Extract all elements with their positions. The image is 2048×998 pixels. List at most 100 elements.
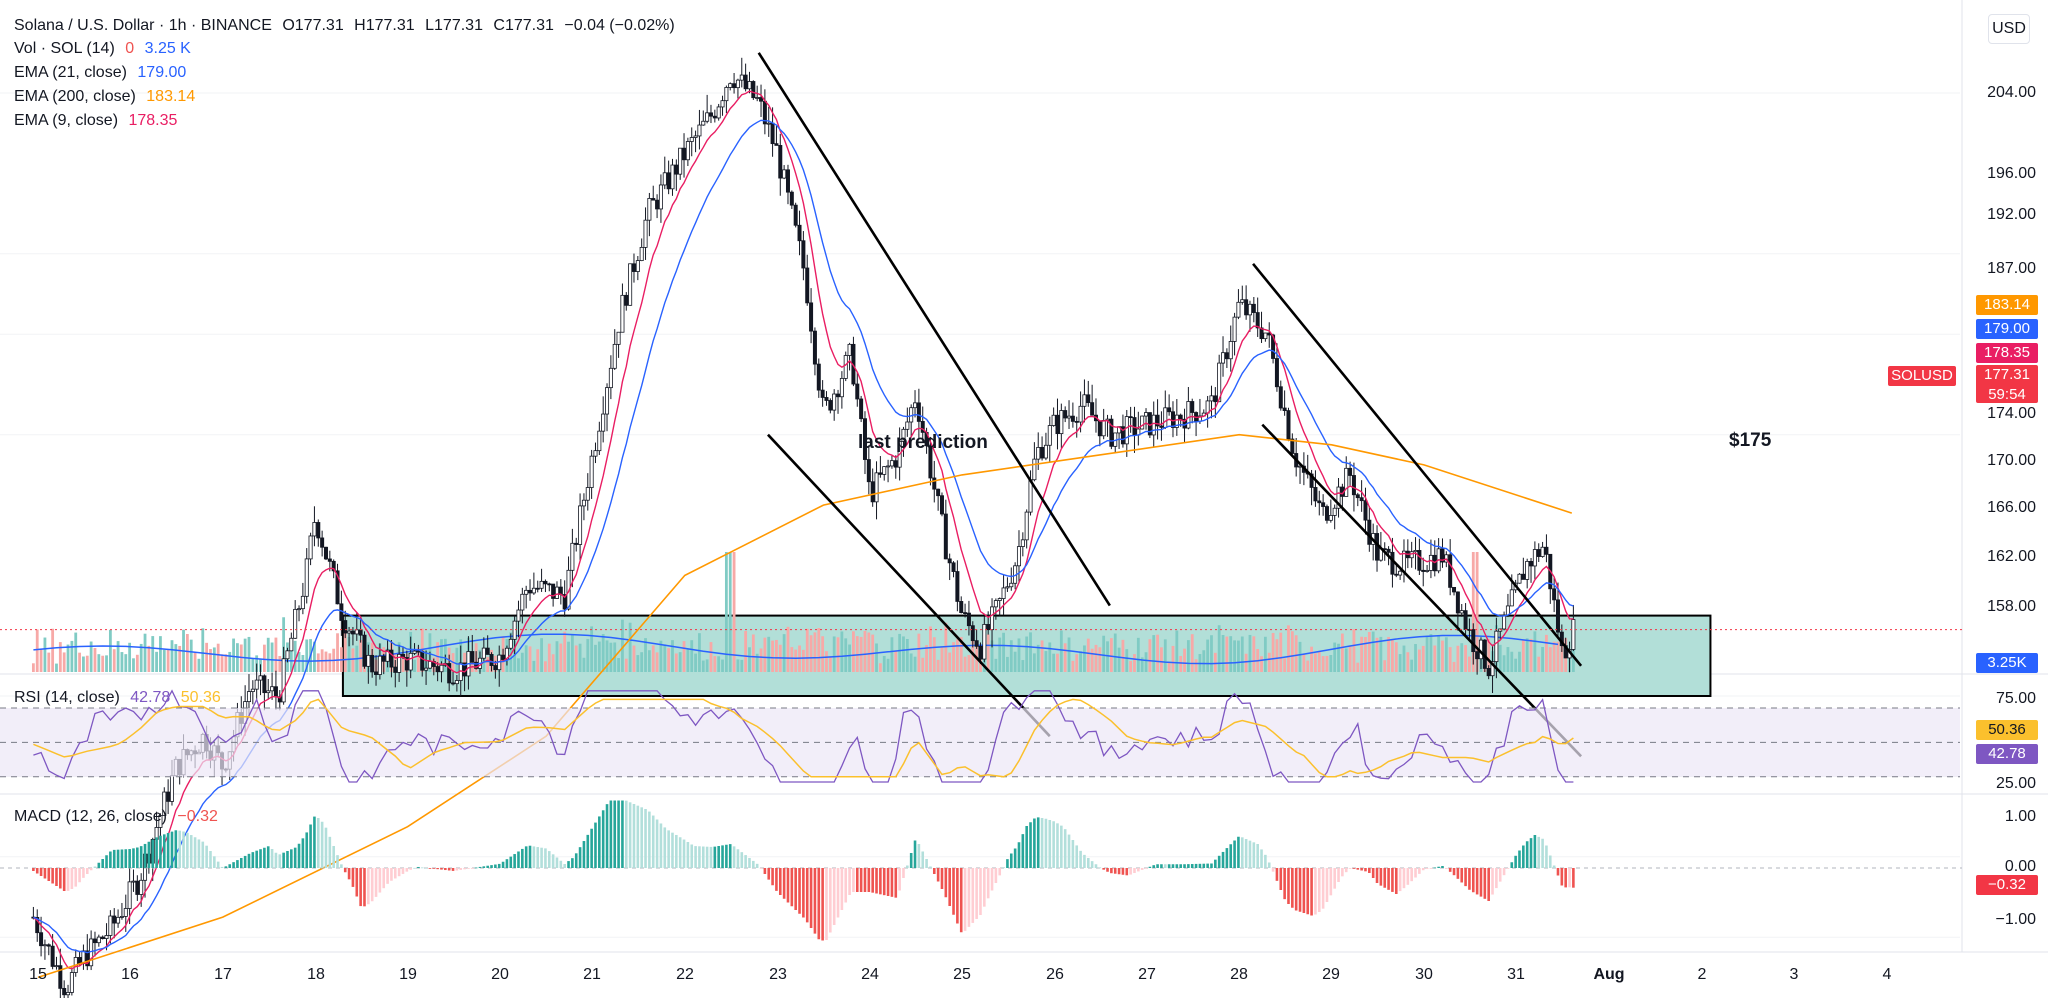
- candle-up: [639, 246, 644, 262]
- candle-down: [1317, 500, 1322, 504]
- candle-up: [685, 141, 690, 161]
- candle-down: [543, 580, 548, 585]
- volume-bar: [216, 643, 220, 672]
- volume-bar: [1202, 650, 1206, 672]
- macd-histogram-bar: [82, 868, 85, 878]
- candle-up: [250, 688, 255, 692]
- macd-histogram-bar: [1083, 854, 1086, 868]
- macd-histogram-bar: [540, 847, 543, 868]
- macd-histogram-bar: [282, 852, 285, 868]
- volume-bar: [578, 643, 582, 672]
- volume-bar: [470, 656, 474, 672]
- rsi-label: RSI (14, close): [14, 689, 120, 706]
- macd-histogram-bar: [413, 867, 416, 869]
- candle-up: [108, 915, 113, 936]
- candle-down: [1120, 426, 1125, 445]
- macd-histogram-bar: [274, 852, 278, 868]
- candle-up: [127, 881, 132, 909]
- macd-histogram-bar: [1418, 868, 1421, 874]
- volume-bar: [224, 654, 228, 672]
- macd-histogram-bar: [682, 839, 686, 868]
- candle-up: [1228, 341, 1233, 360]
- volume-bar: [43, 637, 47, 672]
- volume-bar: [1029, 632, 1032, 672]
- macd-histogram-bar: [151, 839, 155, 868]
- macd-histogram-bar: [316, 818, 320, 868]
- volume-bar: [713, 656, 717, 672]
- volume-bar: [748, 647, 751, 672]
- x-tick-label: 21: [583, 966, 601, 983]
- candle-down: [389, 649, 394, 668]
- volume-bar: [586, 638, 590, 672]
- volume-bar: [135, 654, 139, 672]
- candle-up: [481, 647, 486, 659]
- volume-bar: [1314, 653, 1317, 672]
- candle-down: [558, 586, 563, 595]
- ema9-legend[interactable]: EMA (9, close) 178.35: [14, 111, 183, 131]
- macd-histogram-bar: [359, 868, 362, 907]
- macd-histogram-bar: [651, 815, 655, 868]
- macd-histogram-bar: [855, 868, 859, 892]
- macd-histogram-bar: [424, 867, 428, 869]
- last-prediction-label[interactable]: last prediction: [858, 432, 988, 453]
- candle-up: [755, 97, 760, 99]
- macd-histogram-bar: [790, 868, 794, 907]
- volume-bar: [1417, 649, 1421, 672]
- candle-up: [705, 112, 710, 122]
- candle-down: [374, 671, 379, 675]
- volume-bar: [936, 659, 940, 672]
- rsi-legend[interactable]: RSI (14, close) 42.78 50.36: [14, 688, 227, 708]
- macd-histogram-bar: [875, 868, 878, 894]
- candle-up: [123, 908, 128, 917]
- candle-down: [878, 472, 883, 475]
- ema200-line: [37, 433, 1573, 979]
- macd-histogram-bar: [728, 844, 732, 868]
- ema21-legend[interactable]: EMA (21, close) 179.00: [14, 63, 192, 83]
- macd-histogram-bar: [1067, 834, 1071, 868]
- volume-bar: [1329, 655, 1333, 672]
- macd-histogram-bar: [1402, 868, 1406, 889]
- volume-bar: [55, 663, 58, 672]
- macd-histogram-bar: [1344, 868, 1348, 873]
- volume-bar: [147, 645, 151, 672]
- macd-histogram-bar: [1321, 868, 1325, 909]
- macd-histogram-bar: [1471, 868, 1475, 893]
- macd-histogram-bar: [1452, 868, 1456, 876]
- volume-legend[interactable]: Vol · SOL (14) 0 3.25 K: [14, 39, 197, 59]
- macd-histogram-bar: [921, 851, 925, 868]
- volume-bar: [929, 626, 932, 672]
- support-level-label[interactable]: $175: [1729, 430, 1772, 451]
- ema21-label: EMA (21, close): [14, 64, 127, 81]
- candle-down: [327, 558, 332, 562]
- candle-up: [1186, 401, 1191, 429]
- volume-bar: [828, 656, 832, 672]
- macd-legend[interactable]: MACD (12, 26, close) −0.32: [14, 807, 224, 827]
- volume-bar: [705, 659, 709, 672]
- candle-down: [166, 791, 171, 802]
- macd-histogram-bar: [1229, 844, 1233, 868]
- volume-bar: [1487, 638, 1491, 672]
- volume-value-1: 0: [125, 40, 135, 57]
- macd-histogram-bar: [332, 846, 335, 868]
- macd-histogram-bar: [586, 834, 590, 868]
- macd-histogram-bar: [675, 834, 678, 868]
- candle-up: [716, 106, 721, 119]
- macd-histogram-bar: [1325, 868, 1329, 902]
- volume-bar: [239, 644, 243, 672]
- volume-bar: [559, 643, 563, 672]
- volume-bar: [1117, 647, 1121, 672]
- volume-bar: [913, 656, 917, 672]
- macd-histogram-bar: [859, 868, 863, 892]
- macd-histogram-bar: [266, 846, 270, 868]
- candle-up: [1509, 589, 1514, 607]
- candle-down: [1055, 414, 1060, 435]
- volume-bar: [1083, 645, 1086, 672]
- volume-bar: [1364, 636, 1367, 672]
- volume-bar: [517, 658, 520, 672]
- macd-histogram-bar: [1475, 868, 1479, 895]
- volume-bar: [1032, 653, 1036, 672]
- volume-bar: [786, 626, 790, 672]
- currency-button[interactable]: USD: [1988, 14, 2030, 44]
- ema200-legend[interactable]: EMA (200, close) 183.14: [14, 87, 201, 107]
